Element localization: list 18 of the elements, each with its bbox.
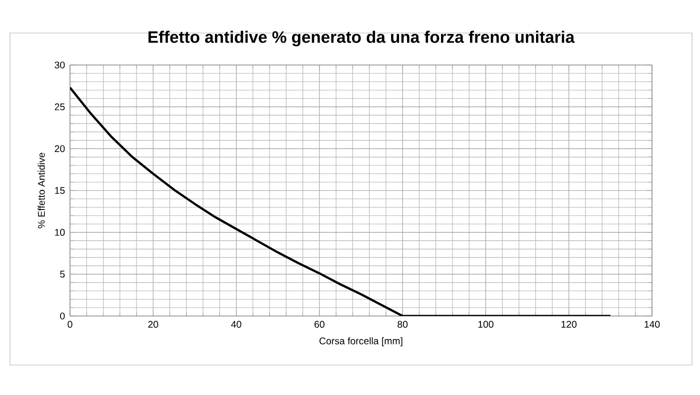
x-tick-label: 60 (314, 320, 324, 328)
x-tick-label: 100 (478, 320, 494, 328)
y-axis-title: % Effetto Antidive (38, 152, 45, 228)
x-tick-label: 0 (68, 320, 72, 328)
x-tick-label: 80 (398, 320, 408, 328)
y-tick-label: 10 (55, 228, 65, 236)
x-tick-label: 120 (562, 320, 577, 328)
y-tick-label: 30 (54, 62, 65, 68)
x-tick-label: 40 (231, 320, 242, 328)
x-tick-label: 140 (644, 320, 660, 328)
y-tick-label: 20 (54, 145, 65, 152)
y-tick-label: 15 (55, 187, 65, 194)
x-axis-title: Corsa forcella [mm] (320, 337, 402, 346)
y-tick-label: 5 (60, 270, 65, 278)
chart-title: Effetto antidive % generato da una forza freno unitaria (148, 30, 575, 46)
y-tick-label: 0 (60, 312, 65, 320)
x-tick-label: 20 (148, 320, 158, 328)
y-tick-label: 25 (54, 103, 65, 110)
